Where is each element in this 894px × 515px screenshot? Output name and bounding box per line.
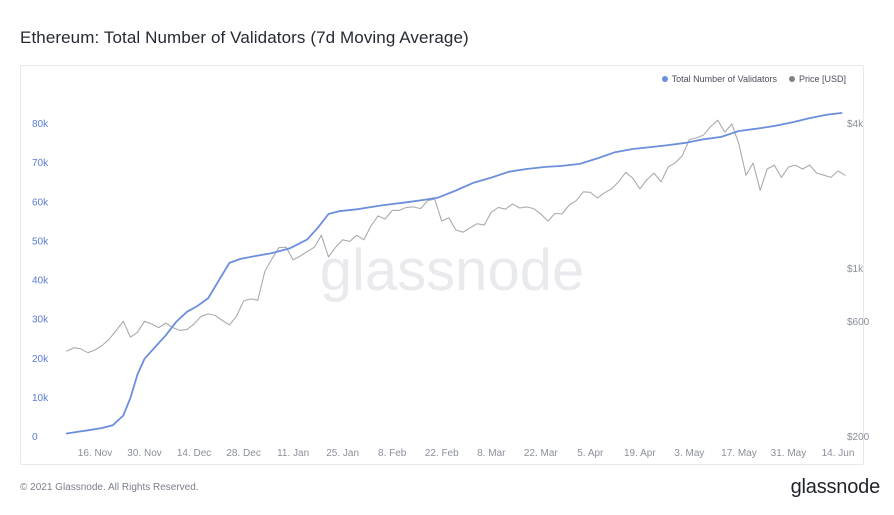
legend-label-validators: Total Number of Validators xyxy=(671,74,777,84)
left-tick-label: 40k xyxy=(32,276,49,287)
x-axis-ticks: 16. Nov 30. Nov 14. Dec 28. Dec 11. Jan 25. J… xyxy=(78,448,855,459)
x-tick-label: 28. Dec xyxy=(226,448,260,459)
x-tick-label: 25. Jan xyxy=(326,448,359,459)
x-tick-label: 8. Mar xyxy=(477,448,506,459)
left-axis-ticks: 0 10k 20k 30k 40k 50k 60k 70k 80k xyxy=(32,119,49,443)
x-tick-label: 30. Nov xyxy=(127,448,161,459)
x-tick-label: 11. Jan xyxy=(277,448,309,459)
x-tick-label: 3. May xyxy=(674,448,704,459)
left-tick-label: 80k xyxy=(32,119,49,130)
left-tick-label: 60k xyxy=(32,197,49,208)
x-tick-label: 14. Dec xyxy=(177,448,211,459)
x-tick-label: 5. Apr xyxy=(577,448,604,459)
copyright-text: © 2021 Glassnode. All Rights Reserved. xyxy=(20,482,199,493)
right-tick-label: $1k xyxy=(847,264,864,275)
x-tick-label: 16. Nov xyxy=(78,448,112,459)
legend-dot-validators xyxy=(661,76,668,82)
left-tick-label: 50k xyxy=(32,236,49,247)
x-tick-label: 22. Feb xyxy=(425,448,459,459)
right-tick-label: $600 xyxy=(847,317,870,328)
x-tick-label: 19. Apr xyxy=(624,448,656,459)
left-tick-label: 30k xyxy=(32,315,49,326)
chart-legend: Total Number of Validators Price [USD] xyxy=(661,74,846,84)
right-tick-label: $200 xyxy=(847,432,870,443)
x-tick-label: 8. Feb xyxy=(378,448,407,459)
x-tick-label: 22. Mar xyxy=(524,448,559,459)
legend-item-validators[interactable]: Total Number of Validators xyxy=(661,74,777,84)
legend-item-price[interactable]: Price [USD] xyxy=(788,74,846,84)
left-tick-label: 10k xyxy=(32,393,49,404)
series-layer xyxy=(65,112,846,435)
x-tick-label: 14. Jun xyxy=(822,448,855,459)
chart-title: Ethereum: Total Number of Validators (7d… xyxy=(20,28,469,47)
x-tick-label: 17. May xyxy=(721,448,757,459)
left-tick-label: 20k xyxy=(32,354,49,365)
legend-dot-price xyxy=(788,76,795,82)
glassnode-logo[interactable]: glassnode xyxy=(790,476,881,498)
chart-frame xyxy=(20,65,864,465)
right-tick-label: $4k xyxy=(847,119,864,130)
watermark-text: glassnode xyxy=(320,238,584,303)
right-axis-ticks: $200 $600 $1k $4k xyxy=(847,119,870,443)
legend-label-price: Price [USD] xyxy=(798,74,846,84)
price-series-line xyxy=(66,119,846,354)
left-tick-label: 70k xyxy=(32,158,49,169)
x-tick-label: 31. May xyxy=(771,448,807,459)
left-tick-label: 0 xyxy=(32,432,38,443)
validators-series-line xyxy=(65,112,843,435)
